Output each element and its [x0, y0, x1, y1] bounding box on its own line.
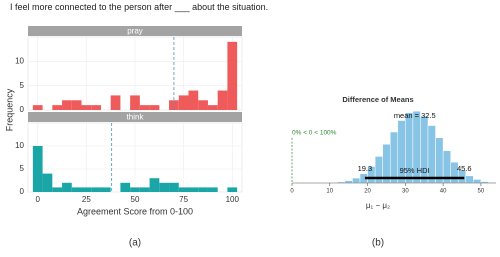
bar: [465, 175, 474, 184]
bar: [178, 95, 189, 110]
x-tick-label: 25: [82, 195, 91, 204]
bar: [52, 105, 63, 110]
bar: [32, 105, 43, 110]
bar: [227, 41, 238, 110]
bar: [91, 187, 101, 192]
caption: (a): [129, 238, 141, 249]
bar: [169, 100, 179, 110]
bar: [130, 187, 140, 192]
bar: [159, 182, 170, 192]
y-tick-label: 10: [15, 141, 24, 150]
bar: [52, 187, 63, 192]
hdi-value: 19.3: [358, 164, 373, 173]
y-tick-label: 0: [20, 187, 25, 196]
bar: [130, 95, 140, 110]
facet-label: pray: [127, 27, 143, 36]
hdi-label: 95% HDI: [400, 166, 430, 175]
chart-title: I feel more connected to the person afte…: [10, 2, 269, 12]
bar: [178, 187, 189, 192]
bar: [32, 146, 43, 192]
facet-strip: [28, 26, 242, 36]
bar: [71, 100, 82, 110]
bar: [227, 187, 238, 192]
bar: [110, 95, 121, 110]
x-axis-label: μ₁ − μ₂: [366, 201, 390, 210]
bar: [207, 187, 218, 192]
bar: [81, 187, 92, 192]
bar: [139, 187, 150, 192]
facet-label: think: [127, 113, 145, 122]
compare-label: 0% < 0 < 100%: [292, 130, 337, 137]
bar: [100, 187, 111, 192]
bar: [62, 100, 72, 110]
x-tick-label: 100: [226, 195, 240, 204]
bar: [435, 137, 444, 184]
bar: [139, 105, 150, 110]
bar: [207, 105, 218, 110]
hdi-value: 45.6: [457, 164, 472, 173]
caption: (b): [372, 238, 384, 249]
bar: [149, 178, 160, 192]
bar: [149, 105, 160, 110]
bar: [81, 105, 92, 110]
x-tick-label: 50: [131, 195, 140, 204]
bar: [42, 173, 53, 192]
x-tick-label: 75: [179, 195, 188, 204]
x-axis-label: Agreement Score from 0-100: [77, 206, 193, 216]
x-tick-label: 30: [402, 189, 409, 195]
bar: [198, 100, 208, 110]
bar: [344, 180, 353, 184]
bar: [473, 179, 482, 184]
mean-label: mean = 32.5: [394, 111, 436, 120]
bar: [169, 182, 179, 192]
x-tick-label: 0: [290, 189, 294, 195]
bar: [188, 90, 199, 110]
y-tick-label: 5: [20, 81, 25, 90]
y-tick-label: 0: [20, 105, 25, 114]
x-tick-label: 20: [364, 189, 371, 195]
x-tick-label: 50: [478, 189, 485, 195]
bar: [352, 177, 361, 184]
y-axis-label: Frequency: [4, 88, 14, 131]
x-tick-label: 10: [326, 189, 333, 195]
chart-title: Difference of Means: [342, 95, 413, 104]
bar: [198, 187, 208, 192]
bar: [71, 187, 82, 192]
x-tick-label: 0: [36, 195, 41, 204]
bar: [91, 105, 101, 110]
y-tick-label: 5: [20, 164, 25, 173]
x-tick-label: 40: [440, 189, 447, 195]
bar: [120, 182, 131, 192]
bar: [188, 187, 199, 192]
bar: [389, 131, 399, 184]
bar: [62, 182, 72, 192]
facet-strip: [28, 112, 242, 122]
y-tick-label: 10: [15, 56, 24, 65]
bar: [217, 90, 228, 110]
